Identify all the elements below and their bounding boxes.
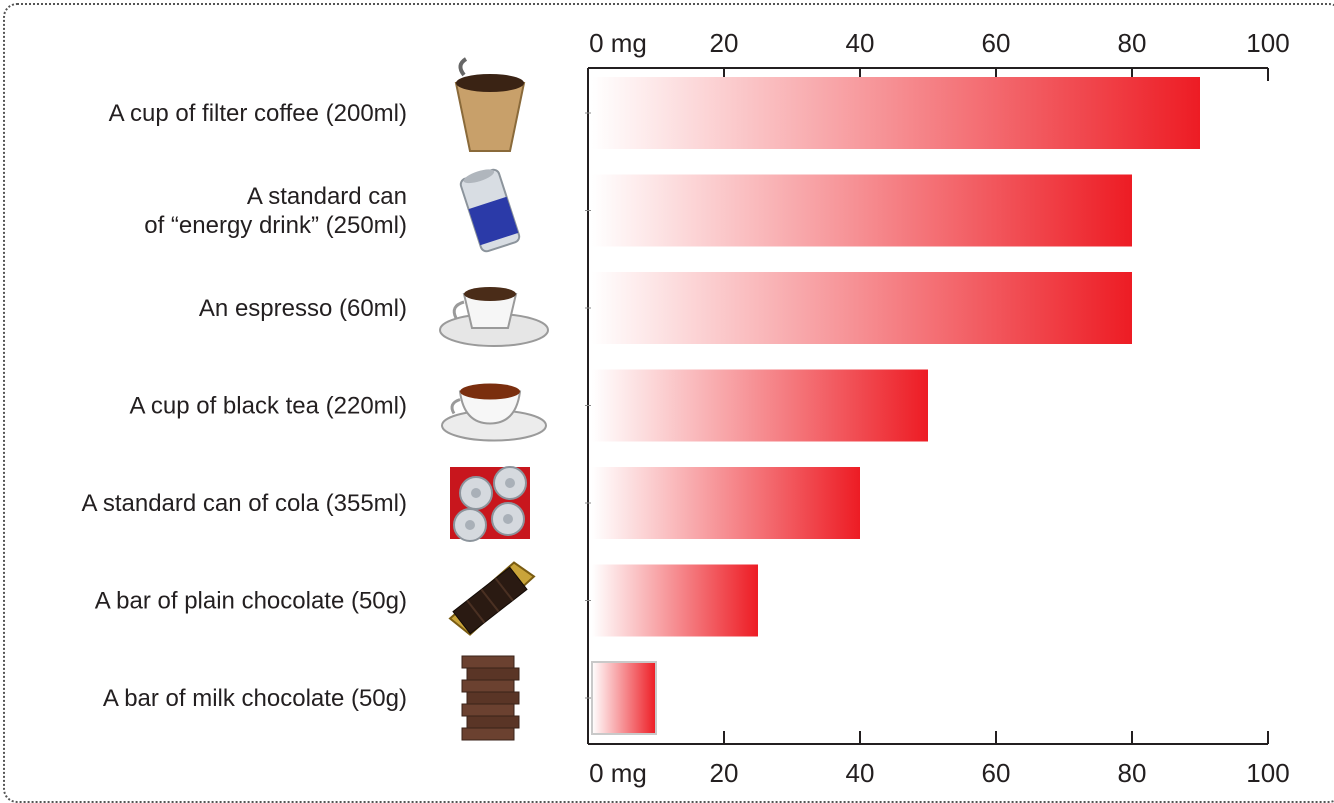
bar	[592, 369, 928, 442]
top-tick-label: 20	[710, 28, 739, 58]
bottom-tick-label: 100	[1246, 758, 1289, 788]
top-tick-label: 80	[1118, 28, 1147, 58]
milk-chocolate-icon	[461, 655, 520, 741]
category-label: A cup of black tea (220ml)	[130, 393, 407, 420]
can-label	[468, 196, 519, 246]
chocolate-groove	[466, 599, 486, 624]
cup	[458, 390, 522, 425]
espresso-crema	[464, 287, 516, 301]
coffee-grounds	[456, 74, 524, 92]
category-label: A bar of milk chocolate (50g)	[103, 685, 407, 712]
chocolate-piece	[461, 655, 515, 669]
chocolate-piece	[461, 727, 515, 741]
chocolate-groove	[480, 588, 500, 613]
bottom-tick-label: 40	[846, 758, 875, 788]
top-tick-label: 60	[982, 28, 1011, 58]
bar	[592, 662, 656, 734]
chocolate-piece	[461, 703, 515, 717]
category-label-line: A bar of plain chocolate (50g)	[95, 588, 407, 615]
can-tab	[465, 520, 475, 530]
cup-handle	[450, 398, 461, 415]
filter-handle	[458, 57, 468, 77]
category-label-line: A bar of milk chocolate (50g)	[103, 685, 407, 712]
filter-coffee-icon	[454, 57, 526, 152]
category-label: A cup of filter coffee (200ml)	[109, 100, 407, 127]
category-label-line: of “energy drink” (250ml)	[144, 212, 407, 239]
bottom-tick-label: 60	[982, 758, 1011, 788]
top-tick-label: 40	[846, 28, 875, 58]
bar-outline	[591, 661, 657, 735]
category-label-line: A standard can	[247, 183, 407, 210]
top-tick-label: 0 mg	[589, 28, 647, 58]
can-top	[463, 169, 495, 184]
category-label-line: An espresso (60ml)	[199, 295, 407, 322]
filter-paper	[454, 82, 526, 152]
category-label: A standard can of “energy drink” (250ml)	[144, 183, 407, 239]
tea-cup-icon	[441, 383, 547, 442]
bar	[592, 174, 1132, 247]
bars	[591, 77, 1200, 735]
category-label-line: A cup of filter coffee (200ml)	[109, 100, 407, 127]
chocolate-groove	[494, 577, 514, 602]
bottom-tick-label: 20	[710, 758, 739, 788]
can-body	[459, 168, 521, 253]
bottom-tick-label: 0 mg	[589, 758, 647, 788]
cup-handle	[452, 300, 465, 319]
category-label: A standard can of cola (355ml)	[81, 490, 407, 517]
espresso-cup-icon	[439, 287, 549, 347]
bottom-tick-label: 80	[1118, 758, 1147, 788]
chocolate-bar	[452, 566, 528, 635]
chocolate-piece	[466, 715, 520, 729]
can-tab	[505, 478, 515, 488]
tea-liquid	[460, 383, 520, 400]
bar	[592, 564, 758, 637]
chocolate-piece	[461, 679, 515, 693]
category-label-line: A cup of black tea (220ml)	[130, 393, 407, 420]
plain-chocolate-icon	[448, 561, 536, 636]
category-label: A bar of plain chocolate (50g)	[95, 588, 407, 615]
energy-drink-can-icon	[459, 168, 521, 253]
category-labels: A cup of filter coffee (200ml) A standard…	[81, 100, 407, 712]
cola-cans-icon	[450, 466, 530, 542]
category-icons	[439, 57, 549, 741]
bar	[592, 77, 1200, 149]
bar	[592, 467, 860, 539]
top-tick-label: 100	[1246, 28, 1289, 58]
chocolate-piece	[466, 667, 520, 681]
chocolate-piece	[466, 691, 520, 705]
can-tab	[471, 488, 481, 498]
axes: 0 mg 0 mg 20 20 40 40 60 60 80 80 100 100	[585, 28, 1290, 788]
can-tab	[503, 514, 513, 524]
bar	[592, 272, 1132, 344]
category-label-line: A standard can of cola (355ml)	[81, 490, 407, 517]
category-label: An espresso (60ml)	[199, 295, 407, 322]
